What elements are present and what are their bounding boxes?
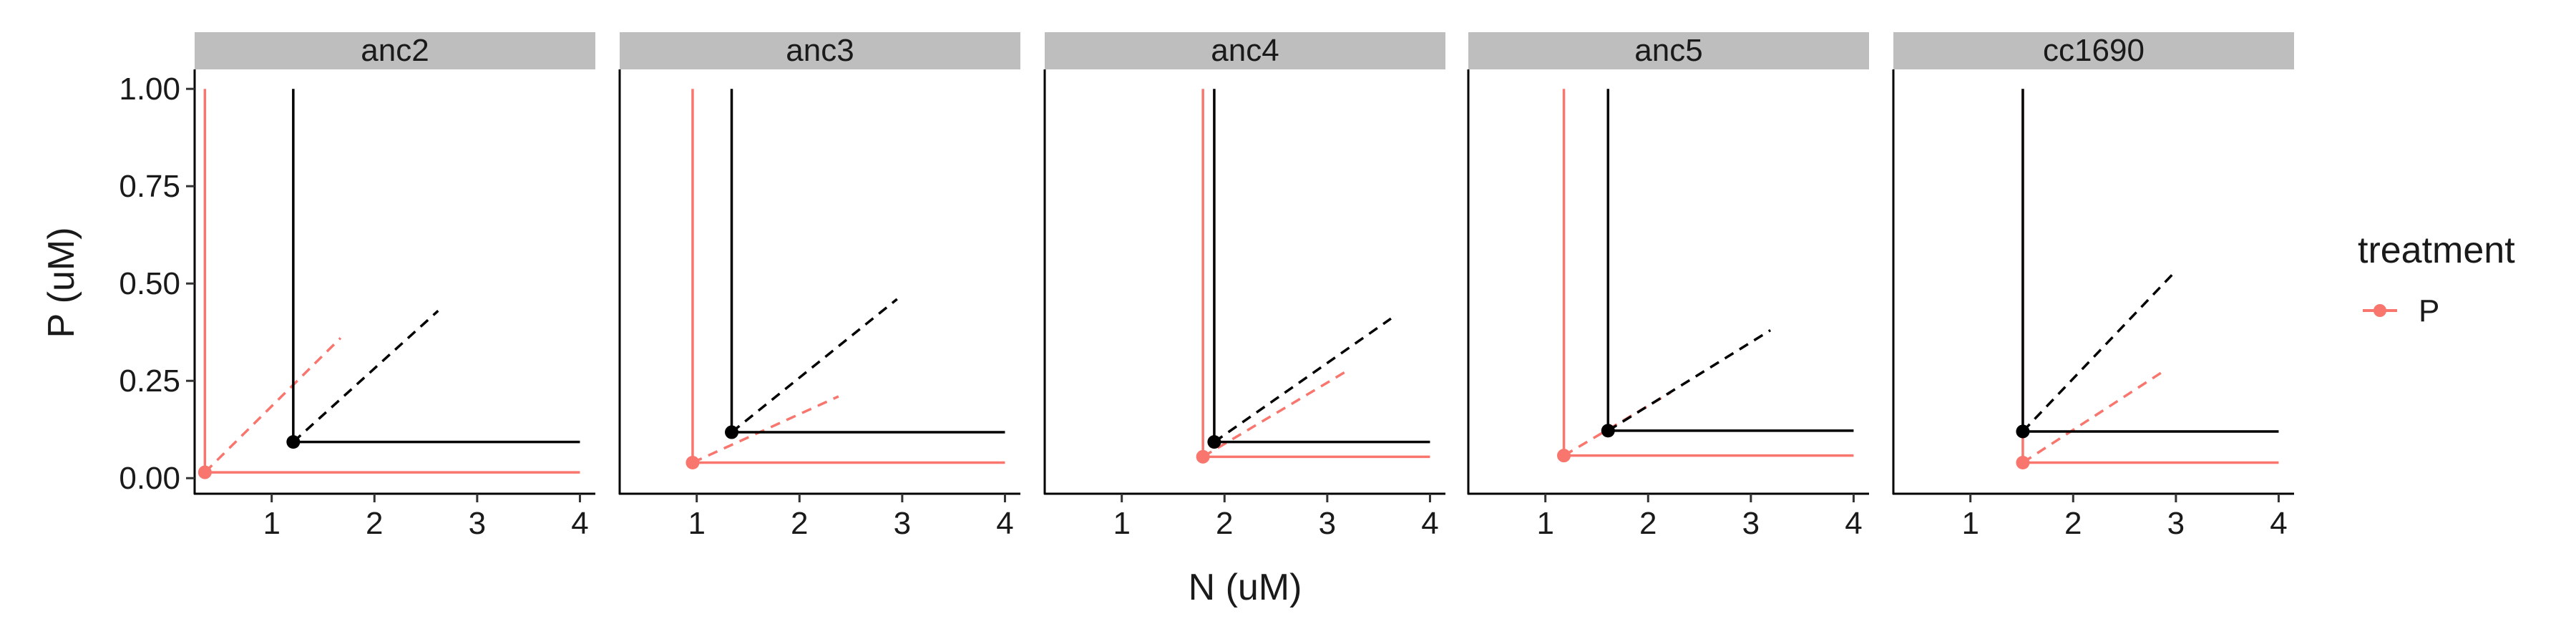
series [197,89,580,479]
series [725,89,1005,439]
y-tick-label: 1.00 [119,72,180,107]
y-tick-label: 0.25 [119,364,180,399]
series [686,89,1005,469]
supply-vector-line [2021,368,2167,464]
equilibrium-point [197,465,212,479]
supply-vector-line [1213,317,1392,444]
x-tick-label: 4 [996,506,1013,541]
x-tick-label: 1 [1536,506,1553,541]
strip-label-anc5: anc5 [1634,33,1702,68]
strip-anc3 [620,32,1020,69]
x-tick-label: 2 [2064,506,2082,541]
equilibrium-point [1207,435,1221,449]
x-tick-label: 3 [894,506,911,541]
series [1557,89,1854,463]
supply-vector-line [1202,368,1351,458]
series [2016,89,2279,439]
panel-anc3: anc3 1 2 3 4 [618,32,1020,541]
equilibrium-point [686,455,700,469]
strip-anc4 [1045,32,1445,69]
strip-anc5 [1468,32,1869,69]
x-tick-label: 1 [688,506,705,541]
y-tick-label: 0.00 [119,461,180,496]
x-tick-label: 1 [263,506,280,541]
supply-vector-line [2021,270,2176,433]
legend-title: treatment [2358,230,2515,271]
x-tick-label: 3 [1742,506,1760,541]
strip-label-anc4: anc4 [1211,33,1279,68]
equilibrium-point [1557,449,1571,463]
panel-anc5: anc5 1 2 3 4 [1467,32,1869,541]
x-tick-label: 4 [2270,506,2287,541]
equilibrium-point [2016,455,2030,469]
x-tick-label: 3 [2167,506,2185,541]
x-tick-label: 3 [1319,506,1336,541]
series [2016,89,2279,469]
strip-label-anc2: anc2 [361,33,429,68]
x-tick-label: 4 [1421,506,1438,541]
strip-label-anc3: anc3 [786,33,854,68]
strip-cc1690 [1893,32,2294,69]
x-axis-title: N (uM) [1189,567,1302,608]
series [1601,89,1854,438]
series [1196,89,1430,464]
supply-vector-line [692,395,839,464]
legend-label-p: P [2419,293,2439,328]
equilibrium-point [1601,424,1615,438]
supply-vector-line [731,298,898,434]
panel-cc1690: cc1690 1 2 3 4 [1892,32,2294,541]
y-axis-title: P (uM) [41,227,82,338]
x-tick-label: 2 [366,506,383,541]
legend-item-p: P [2363,293,2439,328]
x-tick-label: 1 [1961,506,1979,541]
x-tick-label: 3 [469,506,486,541]
y-tick-label: 0.50 [119,266,180,301]
strip-anc2 [195,32,595,69]
x-tick-label: 2 [1216,506,1233,541]
supply-vector-line [292,310,439,443]
equilibrium-point [725,425,739,439]
panel-anc2: anc2 1 2 3 4 0.00 0.25 0.50 0.75 1.00 [119,32,595,541]
strip-label-cc1690: cc1690 [2043,33,2145,68]
equilibrium-point [286,435,301,449]
legend-key-point [2373,304,2386,317]
equilibrium-point [1196,449,1210,464]
panel-anc4: anc4 1 2 3 4 [1043,32,1445,541]
equilibrium-point [2016,424,2030,439]
supply-vector-line [1607,329,1772,432]
x-tick-label: 2 [1639,506,1657,541]
series [286,89,580,449]
legend: treatment P [2358,230,2515,328]
series [1207,89,1430,449]
supply-vector-line [204,337,342,474]
x-tick-label: 4 [1845,506,1862,541]
x-tick-label: 4 [571,506,588,541]
x-tick-label: 2 [791,506,808,541]
y-tick-label: 0.75 [119,169,180,204]
x-tick-label: 1 [1113,506,1130,541]
